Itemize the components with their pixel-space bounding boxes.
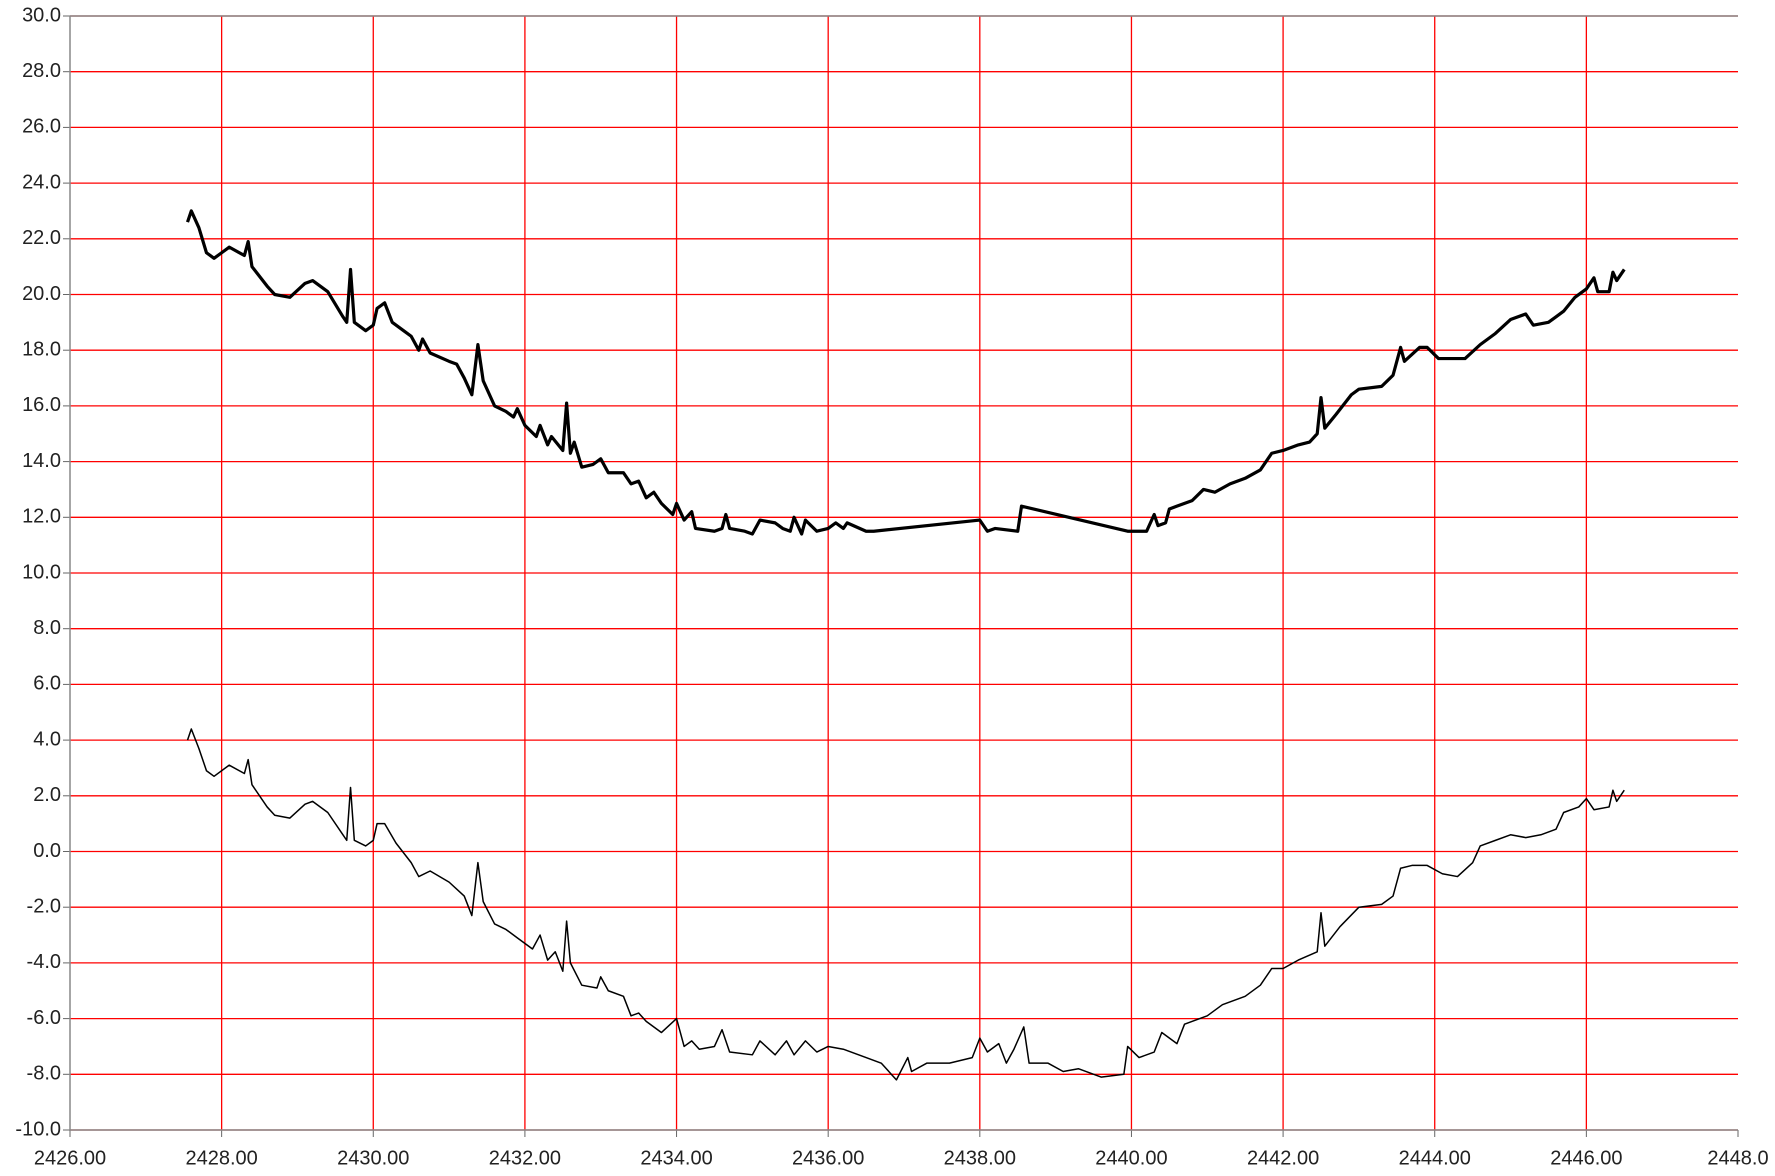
x-tick-label: 2442.00 <box>1247 1147 1319 1169</box>
x-tick-label: 2430.00 <box>337 1147 409 1169</box>
y-tick-label: 10.0 <box>22 561 61 583</box>
data-line <box>186 728 1625 1081</box>
x-tick-label: 2446.00 <box>1550 1147 1622 1169</box>
y-tick-label: -2.0 <box>27 895 61 917</box>
y-tick-label: -10.0 <box>15 1118 61 1140</box>
x-tick-label: 2432.00 <box>489 1147 561 1169</box>
y-tick-label: 14.0 <box>22 450 61 472</box>
y-tick-label: -8.0 <box>27 1063 61 1085</box>
y-tick-label: 24.0 <box>22 171 61 193</box>
y-tick-label: 18.0 <box>22 338 61 360</box>
x-tick-label: 2434.00 <box>640 1147 712 1169</box>
x-tick-label: 2426.00 <box>34 1147 106 1169</box>
y-tick-label: 30.0 <box>22 4 61 26</box>
y-tick-label: 12.0 <box>22 506 61 528</box>
x-tick-label: 2438.00 <box>944 1147 1016 1169</box>
data-line <box>186 209 1626 536</box>
y-tick-label: 20.0 <box>22 283 61 305</box>
y-tick-label: -4.0 <box>27 951 61 973</box>
x-tick-label: 2444.00 <box>1399 1147 1471 1169</box>
y-tick-label: 22.0 <box>22 227 61 249</box>
y-tick-label: 26.0 <box>22 116 61 138</box>
x-tick-label: 2440.00 <box>1095 1147 1167 1169</box>
y-tick-label: 28.0 <box>22 60 61 82</box>
x-tick-label: 2448.0 <box>1707 1147 1768 1169</box>
y-tick-label: 8.0 <box>33 617 61 639</box>
y-tick-label: 16.0 <box>22 394 61 416</box>
y-tick-label: 0.0 <box>33 840 61 862</box>
y-tick-label: -6.0 <box>27 1007 61 1029</box>
y-tick-label: 6.0 <box>33 673 61 695</box>
x-tick-label: 2428.00 <box>185 1147 257 1169</box>
y-tick-label: 4.0 <box>33 728 61 750</box>
y-tick-label: 2.0 <box>33 784 61 806</box>
x-tick-label: 2436.00 <box>792 1147 864 1169</box>
